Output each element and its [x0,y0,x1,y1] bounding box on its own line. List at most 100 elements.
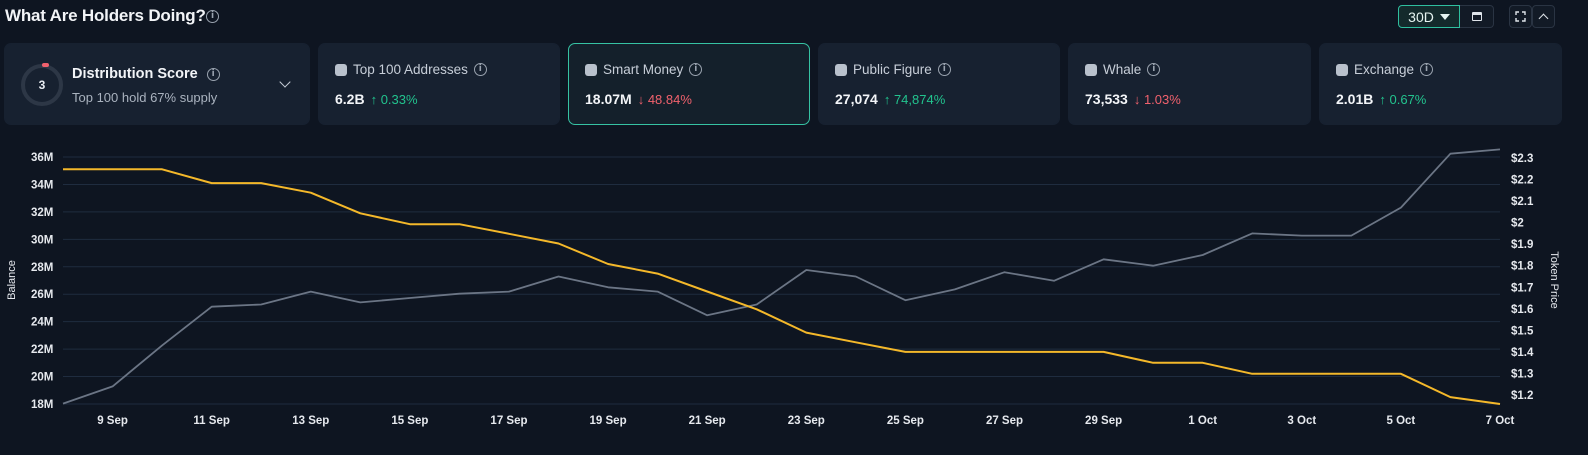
arrow-up-icon: ↑ [1379,92,1386,107]
y-right-tick-label: $2 [1511,218,1524,230]
range-selector: 30D [1398,5,1494,28]
card-label: Public Figure i [835,62,951,77]
caret-down-icon [1439,13,1450,20]
y-left-tick-label: 32M [31,207,53,219]
balance-series-line [63,168,1501,405]
card-value: 27,074 ↑ 74,874% [835,91,945,107]
x-tick-label: 3 Oct [1287,415,1316,427]
score-indicator [42,63,49,67]
arrow-down-icon: ↓ [637,92,645,107]
y-right-tick-label: $1.4 [1511,347,1534,359]
card-change-text: 1.03% [1143,92,1181,107]
y-left-tick-label: 22M [31,344,53,356]
change-indicator: ↓ 1.03% [1134,92,1181,107]
stat-card[interactable]: Whale i 73,533 ↓ 1.03% [1068,43,1311,125]
holders-chart: 18M 20M 22M 24M 26M 28M 30M 32M 34M 36M $1.2 $1.3 $… [6,148,1560,427]
expand-button[interactable] [1509,5,1532,28]
y-right-tick-label: $2.3 [1511,153,1533,165]
x-tick-label: 1 Oct [1188,415,1217,427]
y-left-tick-label: 24M [31,317,53,329]
card-value-text: 27,074 [835,91,878,107]
y-left-tick-label: 20M [31,372,53,384]
card-value-text: 73,533 [1085,91,1128,107]
info-icon[interactable]: i [206,67,220,81]
range-value: 30D [1408,8,1434,25]
y-left-tick-label: 34M [31,179,53,191]
y-left-tick-label: 28M [31,262,53,274]
change-indicator: ↑ 0.67% [1379,92,1426,107]
info-icon[interactable]: i [206,10,219,23]
x-tick-label: 11 Sep [193,415,229,427]
arrow-up-icon: ↑ [370,92,378,107]
card-label: Top 100 Addresses i [335,62,487,77]
change-indicator: ↓ 48.84% [638,92,692,107]
change-indicator: ↑ 0.33% [371,92,418,107]
info-icon[interactable]: i [1147,63,1161,76]
card-change-text: 0.67% [1389,92,1427,107]
x-tick-label: 19 Sep [590,415,627,427]
card-label-text: Public Figure [853,62,932,77]
y-axis-left-label: Balance [6,260,18,300]
x-tick-label: 25 Sep [887,415,924,427]
card-label-text: Top 100 Addresses [353,62,468,77]
y-left-tick-label: 18M [31,399,53,411]
exchange-icon [1336,63,1348,76]
score-title-text: Distribution Score [72,66,198,82]
y-right-tick-label: $1.5 [1511,325,1534,337]
stat-card[interactable]: Top 100 Addresses i 6.2B ↑ 0.33% [318,43,560,125]
y-right-tick-label: $2.1 [1511,196,1534,208]
chevron-down-icon[interactable] [279,76,291,88]
arrow-up-icon: ↑ [883,92,891,107]
card-label: Exchange i [1336,62,1434,77]
card-value: 2.01B ↑ 0.67% [1336,91,1426,107]
y-right-tick-label: $1.3 [1511,368,1533,380]
wallet-icon [335,63,347,76]
y-right-tick-label: $1.6 [1511,304,1533,316]
stat-card[interactable]: Smart Money i 18.07M ↓ 48.84% [568,43,810,125]
score-value: 3 [38,78,46,92]
score-subtitle: Top 100 hold 67% supply [72,90,218,105]
y-right-tick-label: $1.9 [1511,239,1533,251]
score-title: Distribution Score i [72,66,220,82]
card-label: Smart Money i [585,62,703,77]
card-label-text: Smart Money [603,62,684,77]
y-right-tick-label: $1.2 [1511,390,1533,402]
y-axis-right-label: Token Price [1548,251,1560,308]
public-figure-icon [835,63,847,76]
x-tick-label: 9 Sep [97,415,128,427]
card-label: Whale i [1085,62,1161,77]
smart-money-icon [585,63,597,76]
card-value: 18.07M ↓ 48.84% [585,91,692,107]
y-left-tick-label: 26M [31,289,53,301]
info-icon[interactable]: i [937,63,951,76]
stat-card[interactable]: Public Figure i 27,074 ↑ 74,874% [818,43,1060,125]
card-label-text: Exchange [1354,62,1415,77]
calendar-button[interactable] [1460,5,1494,28]
card-value: 73,533 ↓ 1.03% [1085,91,1181,107]
y-right-tick-label: $2.2 [1511,175,1533,187]
card-value-text: 2.01B [1336,91,1374,107]
card-value: 6.2B ↑ 0.33% [335,91,418,107]
y-right-tick-label: $1.7 [1511,282,1533,294]
y-left-tick-label: 30M [31,234,53,246]
whale-icon [1085,63,1097,76]
info-icon[interactable]: i [473,63,487,76]
page-title: What Are Holders Doing? [5,6,206,25]
distribution-score-card[interactable]: 3 Distribution Score i Top 100 hold 67% … [4,43,310,125]
card-change-text: 48.84% [647,92,692,107]
x-tick-label: 7 Oct [1486,415,1515,427]
x-tick-label: 21 Sep [689,415,726,427]
y-right-tick-label: $1.8 [1511,261,1534,273]
collapse-button[interactable] [1532,5,1555,28]
x-tick-label: 27 Sep [986,415,1023,427]
card-label-text: Whale [1103,62,1142,77]
card-change-text: 74,874% [893,92,946,107]
stat-card[interactable]: Exchange i 2.01B ↑ 0.67% [1319,43,1562,125]
arrow-down-icon: ↓ [1133,92,1141,107]
info-icon[interactable]: i [689,63,703,76]
price-series-line [62,148,1501,405]
chevron-up-icon [1538,13,1549,24]
range-dropdown[interactable]: 30D [1398,5,1460,28]
info-icon[interactable]: i [1420,63,1434,76]
header: What Are Holders Doing? i 30D [0,0,1588,36]
